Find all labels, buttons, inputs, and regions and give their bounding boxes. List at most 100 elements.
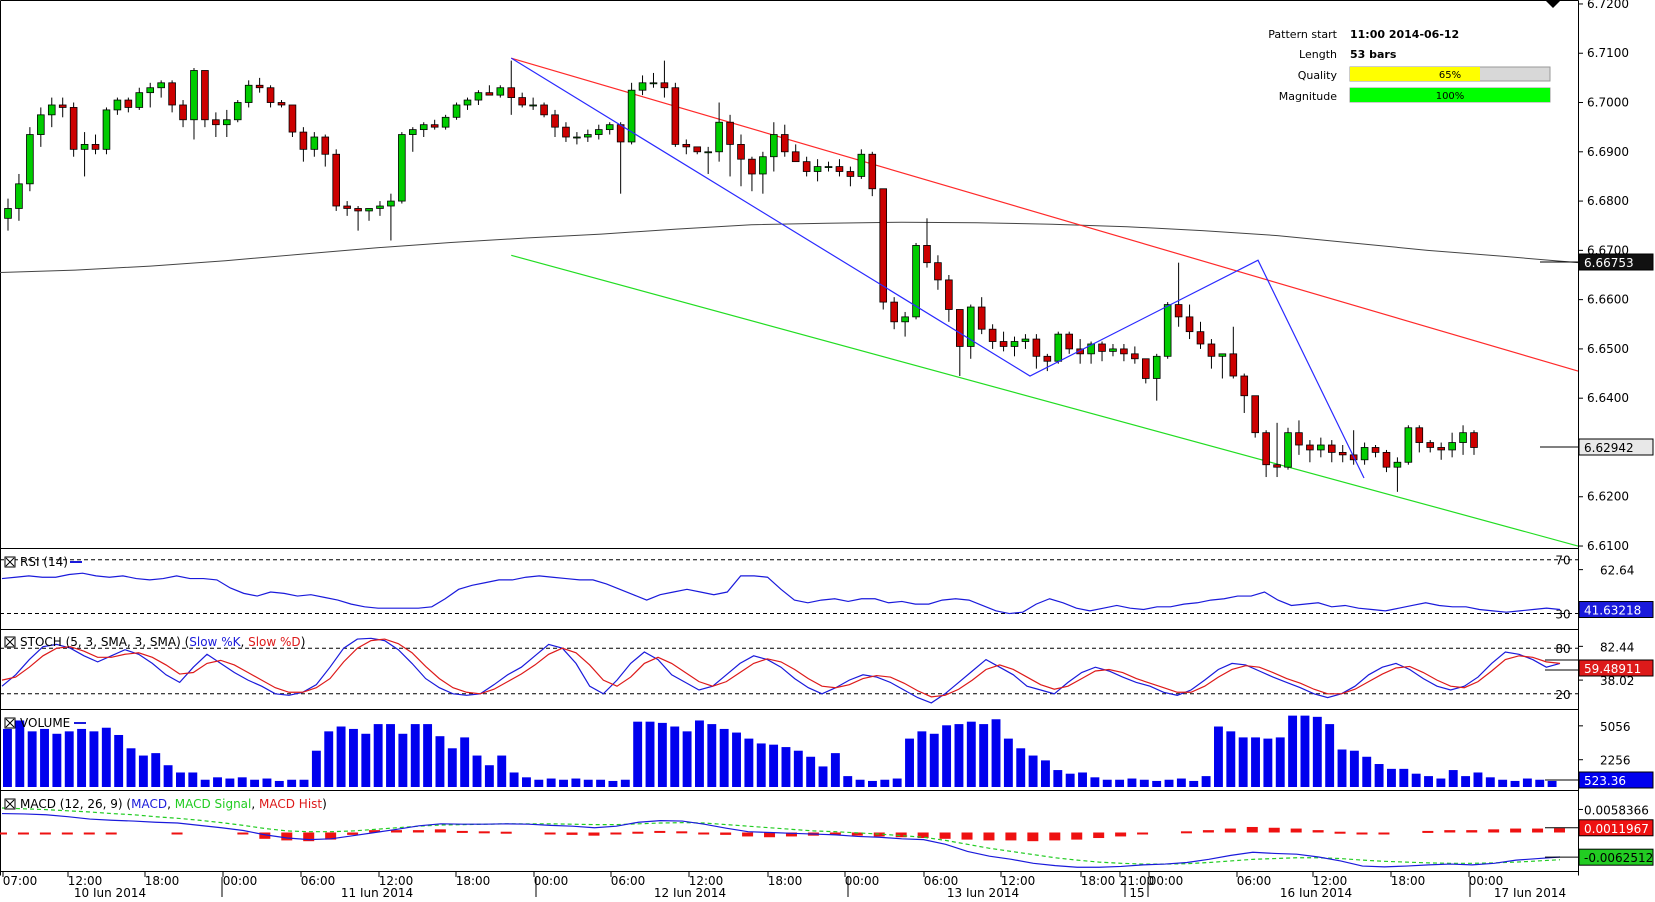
candle-body [551,114,559,128]
candle-body [1393,461,1402,468]
candle-body [682,144,691,148]
candle [846,166,855,187]
candle-body [1295,432,1303,446]
candle-body [190,70,198,121]
zigzag-pattern-line [510,57,1365,479]
candle [507,60,516,115]
volume-bar [719,728,729,787]
macd-signal-line [1,807,1561,865]
macd-hist-bar [17,832,29,835]
candle-body [846,171,855,177]
macd-hist-bar [434,829,446,833]
macd-hist-bar [939,832,951,839]
volume-bar [991,719,1001,787]
candle [1043,353,1052,372]
time-tick-label: 00:00 [1469,874,1504,888]
candle [223,109,231,138]
macd-value-box [1578,848,1654,866]
candle-body [146,87,155,94]
volume-bar [361,733,371,787]
candle-body [1360,447,1369,461]
volume-bar [287,779,297,787]
candle [748,156,756,192]
macd-hist-bar [610,832,622,835]
volume-bar [1251,737,1260,787]
rsi-tick-label: 62.64 [1600,564,1634,578]
macd-hist-bar [1005,832,1017,841]
macd-hist-bar [851,832,863,836]
stoch-legend-d: Slow %D [248,635,301,649]
candle-body [1317,444,1325,451]
candle [1338,445,1347,463]
macd-hist-bar [764,832,776,838]
pattern-start-value: 11:00 2014-06-12 [1350,28,1459,41]
volume-bar [1053,770,1063,787]
candle [102,107,111,155]
volume-bar [596,779,606,787]
volume-bar [620,779,630,787]
candle-body [157,82,165,89]
candle [1131,346,1139,364]
candle [441,114,450,130]
volume-bar [1411,773,1421,787]
candle [376,201,384,216]
candle [1098,341,1106,362]
candle [1371,445,1380,458]
macd-value-box [1578,819,1654,837]
candle-body [1021,338,1030,342]
rsi-value-box [1578,601,1654,619]
macd-hist-bar [1290,828,1302,833]
volume-bar [954,724,964,787]
moving-average-path [0,221,1579,274]
candle-body [529,104,537,107]
macd-value-label: -0.0062512 [1584,851,1653,865]
macd-hist-bar [281,832,293,841]
time-tick-label: 18:00 [768,874,803,888]
volume-panel: 5056 2256 523.36 [3,715,1654,789]
candle-body [463,99,472,106]
svg-text:STOCH (5, 3, SMA, 3, SMA) (Slo: STOCH (5, 3, SMA, 3, SMA) (Slow %K, Slow… [20,635,305,649]
volume-bar [1226,731,1236,787]
stoch-k-line [1,637,1561,704]
candle-body [135,92,144,108]
dropdown-arrow-icon[interactable] [1545,0,1561,8]
volume-bar [657,722,667,787]
stoch-legend-k: Slow %K [189,635,241,649]
macd-hist-bar [171,832,183,835]
candle [1327,440,1336,463]
volume-bar [1312,716,1322,787]
macd-hist-bar [1137,832,1149,835]
candle-body [452,104,461,118]
candle-body [715,121,723,153]
candle-body [791,151,800,163]
volume-bar [670,726,680,787]
candle [857,149,866,179]
time-tick-label: 12:00 [1313,874,1348,888]
candle [594,124,603,140]
candle-body [1218,353,1227,357]
candle [1240,373,1249,413]
candlesticks [4,60,1478,492]
candle [693,146,702,155]
macd-hist-bar [1422,830,1434,833]
macd-hist-bar [1246,826,1258,833]
volume-bar [534,779,544,787]
candle-body [474,92,483,101]
candle [737,134,745,187]
candle-body [945,279,953,310]
ma-value-label: 6.66753 [1540,253,1654,271]
candle [1021,334,1030,349]
candle [398,132,406,204]
candle [1382,449,1391,473]
candle-body [1470,432,1478,448]
volume-bar [1547,780,1557,787]
macd-hist-bar [654,830,666,833]
volume-bar [546,778,556,787]
macd-hist-bar [1049,832,1061,841]
candle-body [726,121,734,145]
candle [868,151,877,197]
volume-bar [386,724,395,787]
volume-bar [608,780,618,787]
macd-hist-bar [1532,828,1544,833]
macd-hist-bar [456,830,468,833]
